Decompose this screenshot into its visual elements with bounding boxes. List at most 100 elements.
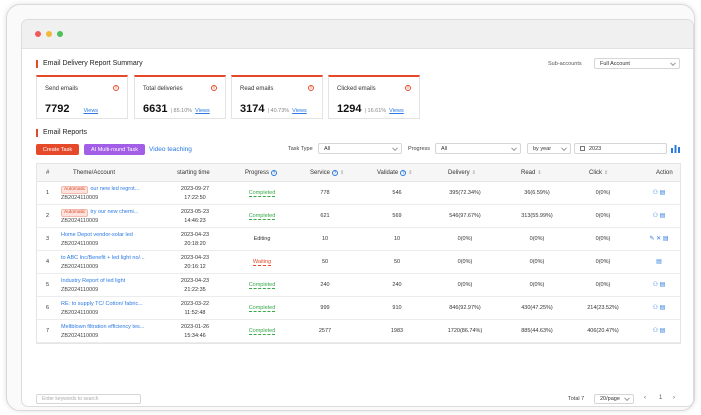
card-views-link[interactable]: Views: [292, 108, 307, 114]
progress-select[interactable]: All: [435, 143, 521, 154]
row-date: 2023-04-23: [180, 255, 210, 261]
delivery-header-label: Delivery: [448, 170, 470, 176]
card-views-link[interactable]: Views: [83, 108, 99, 114]
theme-link[interactable]: Home Depot vendor-solar led: [61, 232, 133, 238]
table-body: 1 Automatic our new led regrot... ZB2024110…: [37, 182, 680, 343]
col-service[interactable]: Service? ⇕: [310, 164, 344, 182]
row-action-icons[interactable]: ⚇ ▤: [652, 305, 666, 311]
row-index: 6: [46, 305, 50, 311]
automatic-tag: Automatic: [61, 209, 89, 217]
card-value-row: 3174 | 40.73% Views: [240, 103, 307, 115]
info-icon[interactable]: !: [405, 85, 411, 91]
next-page-button[interactable]: ›: [673, 395, 675, 401]
theme-link[interactable]: try our new chemi...: [90, 209, 139, 215]
period-select[interactable]: by year: [527, 143, 571, 154]
prev-page-button[interactable]: ‹: [644, 395, 646, 401]
reports-title: Email Reports: [36, 129, 87, 137]
row-read: 430(47.25%): [521, 305, 553, 311]
col-starting-time: starting time: [177, 170, 210, 176]
row-validate: 240: [392, 282, 402, 288]
row-action-icons[interactable]: ⚇ ▤: [652, 282, 666, 288]
row-progress: Completed: [237, 305, 287, 312]
video-teaching-link[interactable]: Video teaching: [149, 146, 192, 153]
card-value: 1294: [337, 103, 362, 115]
sort-icon[interactable]: ⇕: [408, 170, 413, 176]
card-percent: | 16.61%: [364, 108, 387, 114]
row-delivery: 0(0%): [457, 282, 473, 288]
theme-link[interactable]: our new led regrot...: [90, 186, 140, 192]
sort-icon[interactable]: ⇕: [471, 170, 476, 176]
theme-link[interactable]: to ABC Inc/Benefit + led light no/...: [61, 255, 145, 261]
card-views-link[interactable]: Views: [195, 108, 210, 114]
row-action-icons[interactable]: ✎ ✕ ▤: [649, 236, 669, 242]
service-header-label: Service: [310, 170, 331, 176]
row-date: 2023-01-26: [180, 324, 210, 330]
col-click[interactable]: Click ⇕: [589, 164, 608, 182]
task-type-select[interactable]: All: [318, 143, 402, 154]
row-theme-line: to ABC Inc/Benefit + led light no/...: [61, 255, 145, 261]
row-action-icons[interactable]: ⚇ ▤: [652, 213, 666, 219]
row-theme-line: Industry Report of led light: [61, 278, 125, 284]
table-row: 3 Home Depot vendor-solar led ZB2024110009…: [37, 228, 680, 251]
sort-icon[interactable]: ⇕: [340, 170, 345, 176]
col-index: #: [46, 170, 50, 176]
card-views-link[interactable]: Views: [389, 108, 404, 114]
help-icon[interactable]: ?: [400, 170, 407, 176]
period-value: by year: [533, 145, 552, 152]
row-date: 2023-04-23: [180, 278, 210, 284]
row-action-icons[interactable]: ⚇ ▤: [652, 190, 666, 196]
row-delivery: 0(0%): [457, 259, 473, 265]
row-validate: 10: [393, 236, 401, 242]
row-click: 0(0%): [595, 236, 611, 242]
row-click: 406(20.47%): [587, 328, 619, 334]
card-value-row: 7792 Views: [45, 103, 98, 115]
row-delivery: 546(97.67%): [449, 213, 481, 219]
theme-link[interactable]: Industry Report of led light: [61, 278, 126, 284]
info-icon[interactable]: !: [211, 85, 217, 91]
row-time: 14:46:23: [184, 218, 206, 224]
minimize-window-dot[interactable]: [46, 31, 52, 37]
row-progress: Completed: [237, 282, 287, 289]
sort-icon[interactable]: ⇕: [537, 170, 542, 176]
row-service: 621: [320, 213, 330, 219]
subaccount-select[interactable]: Full Account: [594, 58, 680, 69]
ai-multi-round-task-button[interactable]: AI Multi-round Task: [84, 144, 145, 155]
page-size-select[interactable]: 20/page: [594, 394, 634, 404]
help-icon[interactable]: ?: [271, 170, 278, 176]
progress-label: Progress: [408, 146, 431, 152]
row-click: 0(0%): [595, 190, 611, 196]
col-delivery[interactable]: Delivery ⇕: [448, 164, 476, 182]
chevron-down-icon: [561, 144, 567, 151]
info-icon[interactable]: !: [113, 85, 119, 91]
card-total-deliveries: Total deliveries ! 6631 | 85.10% Views: [134, 75, 226, 119]
row-action-icons[interactable]: ▤: [656, 259, 662, 265]
col-read[interactable]: Read ⇕: [521, 164, 542, 182]
row-click: 0(0%): [595, 282, 611, 288]
row-delivery: 846(92.97%): [449, 305, 481, 311]
row-theme-line: Meltblown filtration efficiency tes...: [61, 324, 144, 330]
table-row: 1 Automatic our new led regrot... ZB2024110…: [37, 182, 680, 205]
row-account: ZB2024110009: [61, 218, 99, 224]
app-window: Email Delivery Report Summary Sub-accoun…: [21, 19, 694, 407]
row-progress: Completed: [237, 190, 287, 197]
page-number[interactable]: 1: [659, 395, 663, 401]
chevron-down-icon: [511, 144, 517, 151]
card-value: 7792: [45, 103, 70, 115]
theme-link[interactable]: Meltblown filtration efficiency tes...: [61, 324, 145, 330]
bar-chart-icon[interactable]: [671, 144, 680, 153]
row-account: ZB2024110009: [61, 333, 99, 339]
year-picker[interactable]: 2023: [574, 143, 667, 154]
status-badge: Completed: [248, 282, 276, 289]
row-delivery: 395(72.34%): [449, 190, 481, 196]
keyword-search-input[interactable]: Enter keywords to search: [36, 394, 141, 404]
help-icon[interactable]: ?: [332, 170, 339, 176]
create-task-button[interactable]: Create Task: [36, 144, 79, 155]
theme-link[interactable]: RE: to supply TC/ Cotton/ fabric...: [61, 301, 143, 307]
close-window-dot[interactable]: [35, 31, 41, 37]
maximize-window-dot[interactable]: [57, 31, 63, 37]
sort-icon[interactable]: ⇕: [604, 170, 609, 176]
col-validate[interactable]: Validate? ⇕: [377, 164, 412, 182]
info-icon[interactable]: !: [308, 85, 314, 91]
row-action-icons[interactable]: ⚇ ▤: [652, 328, 666, 334]
read-header-label: Read: [521, 170, 536, 176]
